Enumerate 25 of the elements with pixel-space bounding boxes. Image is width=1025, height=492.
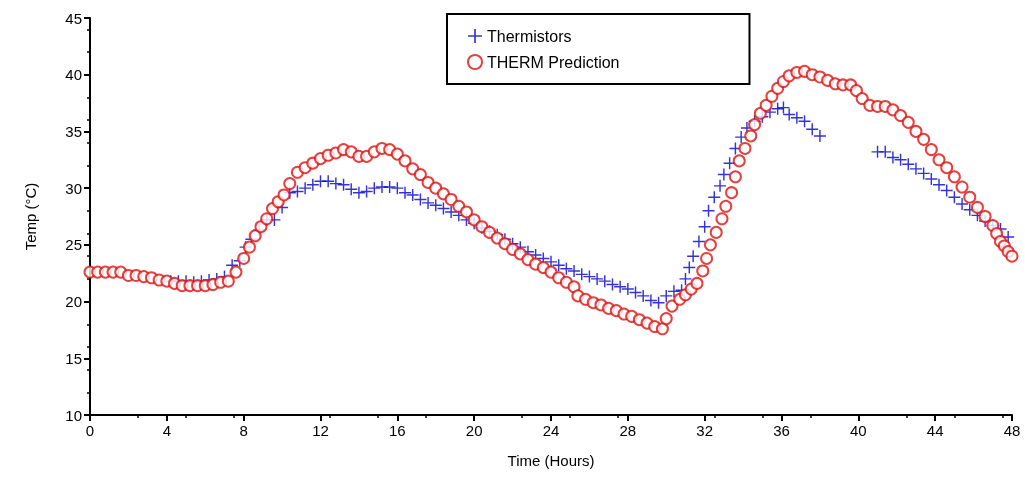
x-tick-label: 36 — [773, 422, 790, 439]
y-tick-label: 40 — [65, 66, 82, 84]
y-tick-label: 30 — [65, 179, 82, 197]
legend-label: THERM Prediction — [487, 53, 620, 71]
x-tick-label: 16 — [388, 422, 406, 439]
y-tick-label: 10 — [65, 406, 82, 424]
y-tick-label: 20 — [65, 293, 82, 311]
x-tick-label: 44 — [926, 422, 944, 439]
x-tick-label: 8 — [239, 422, 248, 439]
x-axis-title: Time (Hours) — [507, 452, 595, 469]
y-tick-label: 25 — [65, 236, 82, 254]
y-tick-label: 35 — [65, 122, 82, 140]
x-tick-label: 20 — [465, 422, 483, 439]
x-tick-label: 32 — [696, 422, 714, 439]
y-tick-label: 15 — [65, 349, 82, 367]
x-tick-label: 12 — [312, 422, 329, 439]
y-axis-title: Temp (°C) — [22, 182, 39, 251]
x-tick-label: 48 — [1003, 422, 1021, 439]
x-tick-label: 4 — [162, 422, 172, 439]
legend-label: Thermistors — [487, 27, 572, 45]
x-tick-label: 40 — [849, 422, 867, 439]
x-tick-label: 28 — [619, 422, 637, 439]
x-tick-label: 24 — [542, 422, 560, 439]
x-tick-label: 0 — [85, 422, 95, 439]
y-tick-label: 45 — [65, 9, 82, 27]
